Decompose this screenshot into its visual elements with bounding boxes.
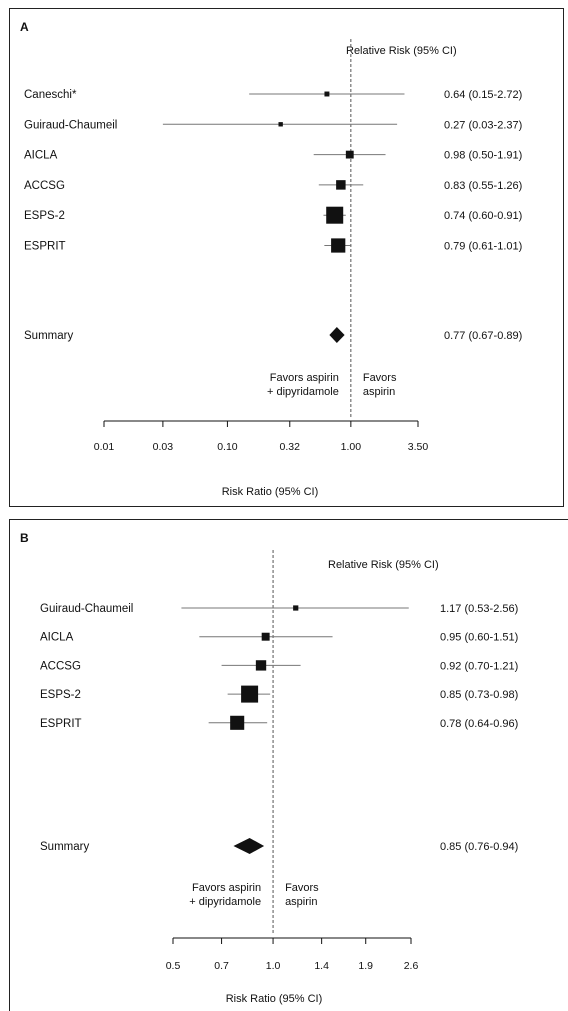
panel-label: B: [20, 531, 29, 545]
point-estimate: [326, 206, 344, 224]
study-name: Caneschi*: [24, 89, 77, 101]
study-name: Guiraud-Chaumeil: [24, 119, 117, 131]
study-name: AICLA: [24, 150, 58, 162]
favors-left-label: Favors aspirin: [192, 882, 261, 894]
favors-left-label: Favors aspirin: [270, 372, 339, 384]
study-name: AICLA: [40, 632, 74, 644]
forest-plot-b-svg: B Relative Risk (95% CI) Risk Ratio (95%…: [20, 531, 518, 1005]
study-name: ESPS-2: [40, 689, 81, 701]
ci-value: 0.79 (0.61-1.01): [444, 241, 522, 253]
study-name: ESPRIT: [24, 241, 66, 253]
x-axis-label: Risk Ratio (95% CI): [222, 486, 319, 498]
point-estimate: [255, 660, 267, 671]
summary-ci-value: 0.77 (0.67-0.89): [444, 330, 522, 342]
ci-value: 0.98 (0.50-1.91): [444, 150, 522, 162]
favors-right-label: aspirin: [285, 896, 317, 908]
x-tick-label: 3.50: [408, 441, 429, 453]
favors-right-label: Favors: [285, 882, 319, 894]
point-estimate: [345, 150, 354, 159]
study-name: ESPS-2: [24, 210, 65, 222]
x-tick-label: 0.5: [166, 960, 181, 972]
x-tick-label: 1.4: [314, 960, 329, 972]
summary-diamond: [329, 327, 345, 343]
point-estimate: [278, 122, 283, 127]
x-tick-label: 0.7: [214, 960, 229, 972]
favors-right-label: Favors: [363, 372, 397, 384]
ci-value: 0.92 (0.70-1.21): [440, 660, 518, 672]
point-estimate: [261, 632, 270, 641]
point-estimate: [324, 91, 330, 97]
relative-risk-header: Relative Risk (95% CI): [328, 559, 439, 571]
x-tick-label: 1.9: [358, 960, 373, 972]
x-tick-label: 1.0: [266, 960, 281, 972]
forest-plot-panel-a: A Relative Risk (95% CI) Risk Ratio (95%…: [9, 8, 564, 507]
x-tick-label: 0.10: [217, 441, 238, 453]
study-name: ESPRIT: [40, 718, 82, 730]
panel-label: A: [20, 20, 29, 34]
point-estimate: [331, 238, 346, 253]
relative-risk-header: Relative Risk (95% CI): [346, 45, 457, 57]
study-name: ACCSG: [24, 180, 65, 192]
ci-value: 0.74 (0.60-0.91): [444, 210, 522, 222]
favors-right-label: aspirin: [363, 386, 395, 398]
ci-value: 0.95 (0.60-1.51): [440, 632, 518, 644]
study-name: ACCSG: [40, 660, 81, 672]
summary-ci-value: 0.85 (0.76-0.94): [440, 841, 518, 853]
forest-plot-panel-b: B Relative Risk (95% CI) Risk Ratio (95%…: [9, 519, 568, 1011]
ci-value: 0.83 (0.55-1.26): [444, 180, 522, 192]
point-estimate: [241, 685, 259, 703]
point-estimate: [336, 180, 346, 190]
x-tick-label: 1.00: [341, 441, 362, 453]
ci-value: 0.78 (0.64-0.96): [440, 718, 518, 730]
summary-label: Summary: [40, 841, 89, 853]
x-axis-label: Risk Ratio (95% CI): [226, 993, 323, 1005]
point-estimate: [230, 715, 245, 730]
point-estimate: [293, 605, 299, 611]
summary-label: Summary: [24, 330, 73, 342]
x-tick-label: 0.01: [94, 441, 115, 453]
ci-value: 0.85 (0.73-0.98): [440, 689, 518, 701]
favors-left-label: + dipyridamole: [267, 386, 339, 398]
x-tick-label: 0.03: [153, 441, 174, 453]
x-tick-label: 2.6: [404, 960, 419, 972]
summary-diamond: [233, 838, 265, 854]
ci-value: 0.27 (0.03-2.37): [444, 119, 522, 131]
study-name: Guiraud-Chaumeil: [40, 603, 133, 615]
ci-value: 0.64 (0.15-2.72): [444, 89, 522, 101]
forest-plot-a-svg: A Relative Risk (95% CI) Risk Ratio (95%…: [20, 20, 522, 498]
ci-value: 1.17 (0.53-2.56): [440, 603, 518, 615]
favors-left-label: + dipyridamole: [189, 896, 261, 908]
x-tick-label: 0.32: [280, 441, 301, 453]
